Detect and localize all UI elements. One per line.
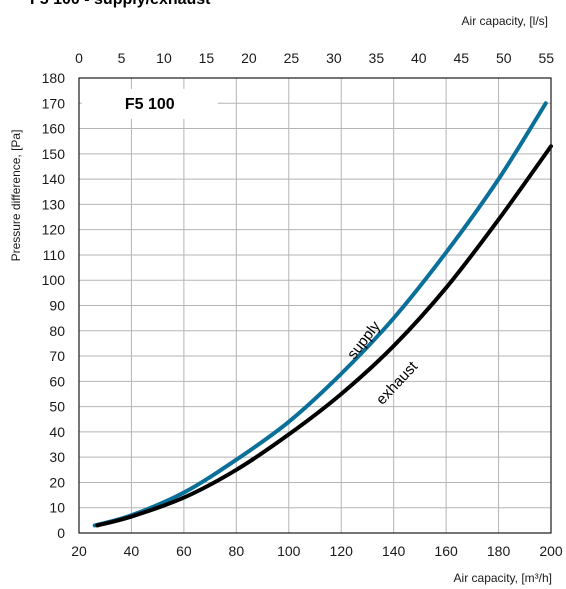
- x2-tick-label: 5: [118, 50, 126, 66]
- y-tick-label: 60: [49, 373, 65, 389]
- y-tick-label: 80: [49, 323, 65, 339]
- y-tick-label: 10: [49, 500, 65, 516]
- x2-tick-label: 40: [411, 50, 427, 66]
- y-tick-label: 110: [43, 247, 66, 263]
- x-tick-label: 120: [330, 543, 354, 559]
- x-tick-label: 40: [124, 543, 140, 559]
- x-tick-label: 180: [487, 543, 511, 559]
- x2-tick-label: 10: [156, 50, 172, 66]
- y-tick-label: 100: [42, 272, 66, 288]
- x2-tick-label: 50: [496, 50, 512, 66]
- bottom-axis-label: Air capacity, [m³/h]: [454, 571, 552, 585]
- x-tick-label: 80: [229, 543, 245, 559]
- x2-tick-label: 0: [75, 50, 83, 66]
- series-label-exhaust: exhaust: [373, 358, 422, 409]
- x2-tick-label: 35: [369, 50, 385, 66]
- x2-tick-label: 30: [326, 50, 342, 66]
- x2-tick-label: 25: [284, 50, 300, 66]
- x2-tick-label: 45: [454, 50, 470, 66]
- series-line-supply: [92, 101, 548, 528]
- y-tick-label: 170: [42, 95, 66, 111]
- x2-tick-label: 15: [199, 50, 215, 66]
- y-tick-label: 140: [42, 171, 66, 187]
- chart-title-cut: F5 100 - supply/exhaust: [30, 0, 211, 8]
- model-label: F5 100: [125, 96, 175, 113]
- model-label-background: [81, 88, 218, 119]
- y-axis-label: Pressure difference, [Pa]: [9, 130, 23, 262]
- y-tick-label: 160: [42, 121, 66, 137]
- y-tick-label: 70: [49, 348, 65, 364]
- y-tick-label: 40: [49, 424, 65, 440]
- x-tick-label: 100: [277, 543, 301, 559]
- y-tick-label: 180: [42, 70, 66, 86]
- y-tick-label: 0: [57, 525, 65, 541]
- x-tick-label: 200: [539, 543, 563, 559]
- y-tick-label: 120: [42, 222, 66, 238]
- x-tick-label: 60: [176, 543, 192, 559]
- y-tick-label: 90: [49, 298, 65, 314]
- x2-tick-label: 55: [538, 50, 554, 66]
- top-axis-label: Air capacity, [l/s]: [462, 14, 548, 28]
- y-tick-label: 150: [42, 146, 66, 162]
- series-line-exhaust: [95, 144, 553, 528]
- plot-frame: [78, 77, 552, 534]
- grid: [78, 77, 552, 534]
- y-tick-label: 130: [42, 196, 66, 212]
- x-tick-label: 140: [382, 543, 406, 559]
- y-tick-label: 50: [49, 399, 65, 415]
- y-tick-label: 30: [49, 449, 65, 465]
- y-tick-label: 20: [49, 474, 65, 490]
- x2-tick-label: 20: [241, 50, 257, 66]
- x-tick-label: 160: [434, 543, 458, 559]
- x-tick-label: 20: [71, 543, 87, 559]
